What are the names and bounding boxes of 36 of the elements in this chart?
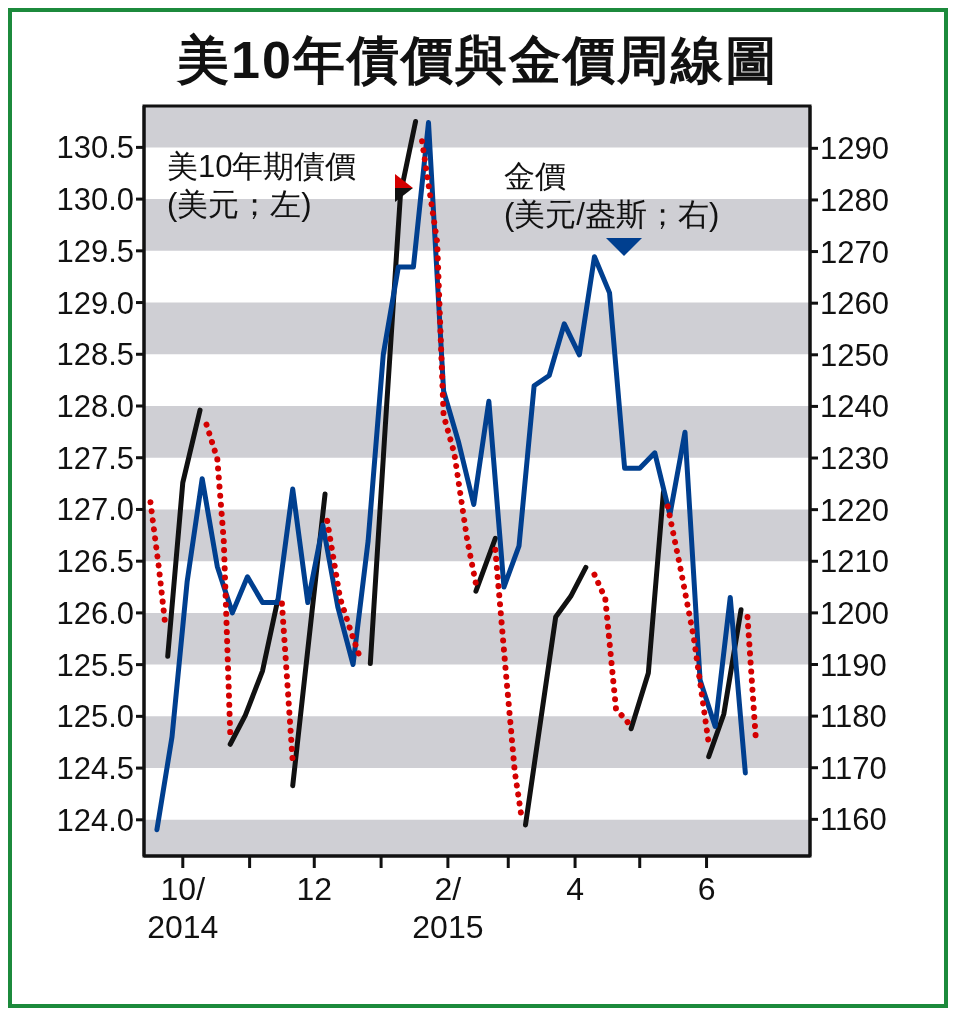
y2-tick-label: 1160 — [820, 802, 887, 838]
y-tick-label: 124.5 — [56, 751, 134, 787]
y-tick-label: 130.5 — [56, 130, 134, 166]
y2-tick-label: 1230 — [820, 441, 889, 477]
y2-tick-label: 1270 — [820, 234, 889, 270]
y2-tick-label: 1290 — [820, 131, 889, 167]
y-tick-label: 128.5 — [56, 337, 134, 373]
y-tick-label: 127.5 — [56, 440, 134, 476]
y-tick-label: 125.0 — [56, 699, 134, 735]
y2-tick-label: 1170 — [820, 750, 887, 786]
y-tick-label: 130.0 — [56, 182, 134, 218]
y-tick-label: 126.5 — [56, 544, 134, 580]
y-tick-label: 129.5 — [56, 233, 134, 269]
y2-tick-label: 1220 — [820, 492, 889, 528]
x-tick-label: 10/ 2014 — [147, 871, 219, 945]
y2-tick-label: 1210 — [820, 544, 889, 580]
legend-label: 美10年期債價 (美元；左) — [167, 148, 357, 224]
text: 金價 (美元/盎斯；右) — [504, 158, 720, 234]
x-tick-label: 4 — [566, 871, 584, 907]
x-tick-label: 6 — [697, 871, 716, 907]
chart-title: 美10年債價與金價周線圖 — [176, 30, 780, 91]
y-tick-label: 124.0 — [56, 802, 134, 838]
y2-tick-label: 1260 — [820, 286, 889, 322]
y-tick-label: 127.0 — [56, 492, 134, 528]
y2-tick-label: 1180 — [820, 699, 887, 735]
y2-tick-label: 1190 — [820, 647, 887, 683]
y-tick-label: 125.5 — [56, 647, 134, 683]
y-tick-label: 129.0 — [56, 285, 134, 321]
x-tick-label: 12 — [296, 871, 333, 907]
y2-tick-label: 1240 — [820, 389, 889, 425]
y2-tick-label: 1200 — [820, 595, 889, 631]
y2-tick-label: 1250 — [820, 337, 889, 373]
x-tick-label: 2/ 2015 — [412, 871, 484, 945]
y2-tick-label: 1280 — [820, 182, 889, 218]
y-tick-label: 128.0 — [56, 389, 134, 425]
y-tick-label: 126.0 — [56, 595, 134, 631]
